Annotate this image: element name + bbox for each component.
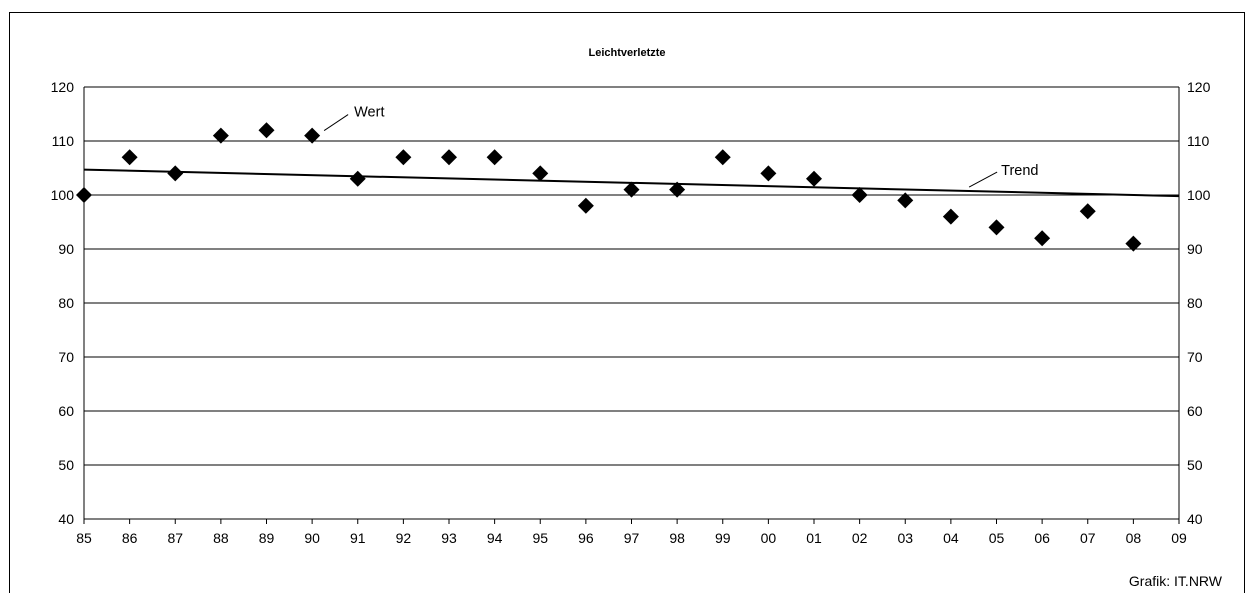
- x-tick-label: 97: [624, 530, 640, 546]
- x-tick-label: 89: [259, 530, 275, 546]
- x-tick-label: 98: [669, 530, 685, 546]
- y-tick-label-left: 80: [58, 295, 74, 311]
- data-point-91: [349, 170, 366, 187]
- trend-label: Trend: [1001, 163, 1038, 179]
- y-tick-label-right: 100: [1187, 187, 1211, 203]
- x-tick-label: 92: [396, 530, 412, 546]
- y-tick-label-right: 90: [1187, 241, 1203, 257]
- y-tick-label-left: 90: [58, 241, 74, 257]
- data-point-08: [1125, 235, 1142, 252]
- x-tick-label: 94: [487, 530, 503, 546]
- x-tick-label: 85: [76, 530, 92, 546]
- credit-text: Grafik: IT.NRW: [1129, 573, 1223, 589]
- chart-frame: [9, 12, 1245, 593]
- y-tick-label-right: 50: [1187, 457, 1203, 473]
- data-point-96: [577, 197, 594, 214]
- data-point-03: [897, 192, 914, 209]
- data-point-90: [304, 127, 321, 144]
- x-tick-label: 04: [943, 530, 959, 546]
- chart-title: Leichtverletzte: [588, 47, 665, 59]
- x-tick-label: 86: [122, 530, 138, 546]
- y-axis-right-labels: 40 50 60 70 80 90 100 110 120: [1187, 79, 1211, 527]
- data-point-05: [988, 219, 1005, 236]
- data-point-88: [212, 127, 229, 144]
- y-tick-label-right: 40: [1187, 511, 1203, 527]
- y-tick-label-right: 80: [1187, 295, 1203, 311]
- axes: [83, 87, 1180, 524]
- x-tick-label: 09: [1171, 530, 1187, 546]
- y-tick-label-left: 100: [51, 187, 75, 203]
- wert-label: Wert: [354, 105, 384, 121]
- x-tick-label: 03: [897, 530, 913, 546]
- trend-leader-line: [968, 171, 998, 188]
- x-tick-label: 07: [1080, 530, 1096, 546]
- data-point-04: [942, 208, 959, 225]
- x-tick-label: 06: [1034, 530, 1050, 546]
- y-tick-label-left: 70: [58, 349, 74, 365]
- data-point-94: [486, 149, 503, 166]
- y-tick-label-right: 110: [1187, 133, 1210, 149]
- data-point-86: [121, 149, 138, 166]
- x-tick-label: 90: [304, 530, 320, 546]
- x-tick-label: 87: [167, 530, 183, 546]
- data-point-87: [167, 165, 184, 182]
- annotations: Wert Trend: [323, 105, 1038, 188]
- y-tick-label-left: 110: [52, 133, 75, 149]
- data-point-07: [1079, 203, 1096, 220]
- y-tick-label-right: 60: [1187, 403, 1203, 419]
- x-tick-label: 08: [1126, 530, 1142, 546]
- data-point-98: [669, 181, 686, 198]
- wert-leader-line: [323, 114, 349, 132]
- data-point-06: [1034, 230, 1051, 247]
- x-tick-label: 05: [989, 530, 1005, 546]
- x-tick-label: 93: [441, 530, 457, 546]
- x-axis-labels: 85 86 87 88 89 90 91 92 93 94 95 96 97 98 99 00 01 02 03 04…: [76, 530, 1187, 546]
- y-tick-label-left: 120: [51, 79, 75, 95]
- data-point-89: [258, 122, 275, 139]
- x-tick-label: 91: [350, 530, 366, 546]
- data-point-97: [623, 181, 640, 198]
- data-point-02: [851, 187, 868, 203]
- y-tick-label-right: 120: [1187, 79, 1211, 95]
- x-tick-label: 00: [761, 530, 777, 546]
- y-tick-label-left: 60: [58, 403, 74, 419]
- x-tick-label: 99: [715, 530, 731, 546]
- data-point-99: [714, 149, 731, 166]
- data-point-00: [760, 165, 777, 182]
- x-tick-label: 02: [852, 530, 868, 546]
- wert-series: [76, 122, 1142, 252]
- data-point-92: [395, 149, 412, 166]
- data-point-93: [441, 149, 457, 166]
- data-point-95: [532, 165, 549, 182]
- y-tick-label-right: 70: [1187, 349, 1203, 365]
- y-tick-label-left: 40: [58, 511, 74, 527]
- y-axis-left-labels: 40 50 60 70 80 90 100 110 120: [51, 79, 75, 527]
- data-point-01: [806, 170, 822, 187]
- y-tick-label-left: 50: [58, 457, 74, 473]
- x-tick-label: 88: [213, 530, 229, 546]
- x-tick-label: 96: [578, 530, 594, 546]
- x-tick-label: 95: [532, 530, 548, 546]
- data-point-85: [76, 187, 92, 203]
- gridlines: [84, 86, 1179, 520]
- x-tick-label: 01: [806, 530, 822, 546]
